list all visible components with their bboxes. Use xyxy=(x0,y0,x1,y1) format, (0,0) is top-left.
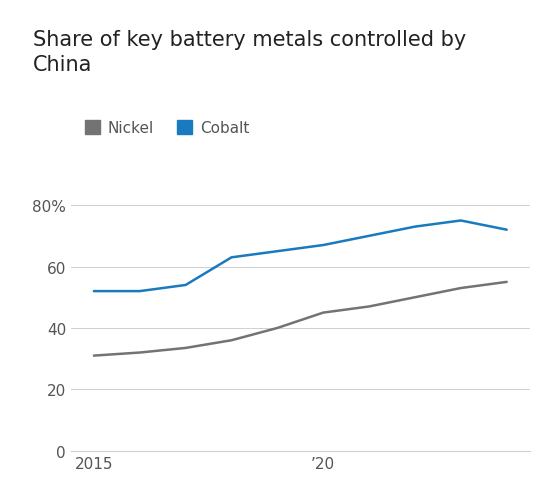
Text: Share of key battery metals controlled by
China: Share of key battery metals controlled b… xyxy=(33,30,466,75)
Legend: Nickel, Cobalt: Nickel, Cobalt xyxy=(79,115,255,142)
